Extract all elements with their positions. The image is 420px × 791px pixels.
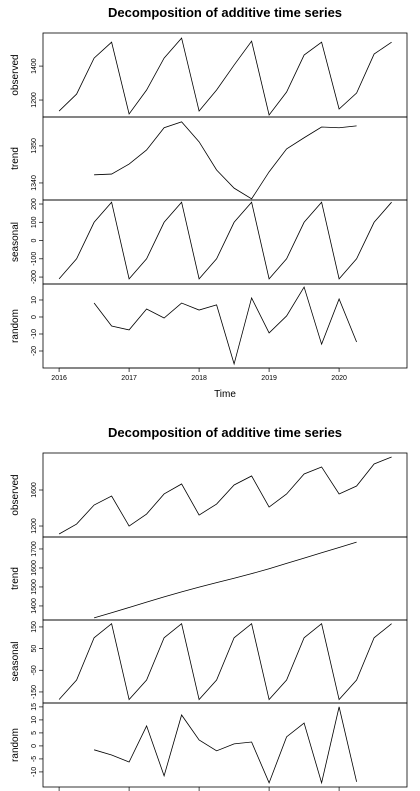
series-line — [94, 121, 357, 200]
y-tick-label: -10 — [31, 767, 38, 777]
x-tick-label: 2020 — [331, 375, 347, 382]
x-tick-label: 2018 — [191, 375, 207, 382]
x-tick-label: 2019 — [261, 375, 277, 382]
y-axis-label: random — [10, 728, 21, 762]
y-tick-label: -5 — [31, 756, 38, 762]
y-axis-label: observed — [10, 474, 21, 515]
x-tick-label: 2016 — [51, 375, 67, 382]
y-axis-label: observed — [10, 54, 21, 95]
y-tick-label: 1200 — [31, 518, 38, 534]
series-line — [58, 201, 392, 280]
panel-frame — [42, 702, 408, 788]
y-tick-label: 10 — [31, 296, 38, 304]
y-tick-label: -50 — [31, 665, 38, 675]
y-tick-label: 1350 — [31, 138, 38, 154]
series-line — [58, 622, 392, 701]
y-axis-label: random — [10, 309, 21, 343]
y-tick-label: 15 — [31, 703, 38, 711]
panel-frame — [42, 619, 408, 704]
y-tick-label: 1600 — [31, 482, 38, 498]
y-tick-label: 5 — [31, 731, 38, 735]
series-line — [58, 456, 392, 535]
y-tick-label: 100 — [31, 216, 38, 228]
y-tick-label: -200 — [31, 270, 38, 284]
series-line — [93, 541, 357, 619]
x-tick-label: 2017 — [121, 375, 137, 382]
chart-title: Decomposition of additive time series — [108, 425, 342, 440]
panel-frame — [42, 536, 408, 621]
y-tick-label: 1400 — [31, 598, 38, 614]
y-tick-label: 1500 — [31, 579, 38, 595]
y-axis-label: seasonal — [10, 222, 21, 262]
chart-title: Decomposition of additive time series — [108, 5, 342, 20]
y-tick-label: 0 — [31, 238, 38, 242]
y-tick-label: 200 — [31, 198, 38, 210]
y-axis-label: seasonal — [10, 641, 21, 681]
y-axis-label: trend — [10, 147, 21, 170]
y-tick-label: 0 — [31, 315, 38, 319]
series-line — [58, 37, 392, 116]
y-tick-label: 0 — [31, 744, 38, 748]
x-axis-label: Time — [214, 389, 236, 400]
panel-frame — [42, 32, 408, 118]
series-line — [93, 286, 357, 366]
y-tick-label: -20 — [31, 346, 38, 356]
y-tick-label: -10 — [31, 329, 38, 339]
y-tick-label: 1400 — [31, 58, 38, 74]
y-tick-label: 10 — [31, 716, 38, 724]
y-tick-label: -150 — [31, 685, 38, 699]
panel-frame — [42, 116, 408, 201]
y-tick-label: -100 — [31, 252, 38, 266]
y-tick-label: 1340 — [31, 175, 38, 191]
y-tick-label: 1600 — [31, 560, 38, 576]
series-line — [93, 706, 357, 785]
y-tick-label: 1200 — [31, 92, 38, 108]
y-tick-label: 50 — [31, 645, 38, 653]
panel-frame — [42, 283, 408, 369]
y-axis-label: trend — [10, 567, 21, 590]
y-tick-label: 150 — [31, 621, 38, 633]
y-tick-label: 1700 — [31, 541, 38, 557]
